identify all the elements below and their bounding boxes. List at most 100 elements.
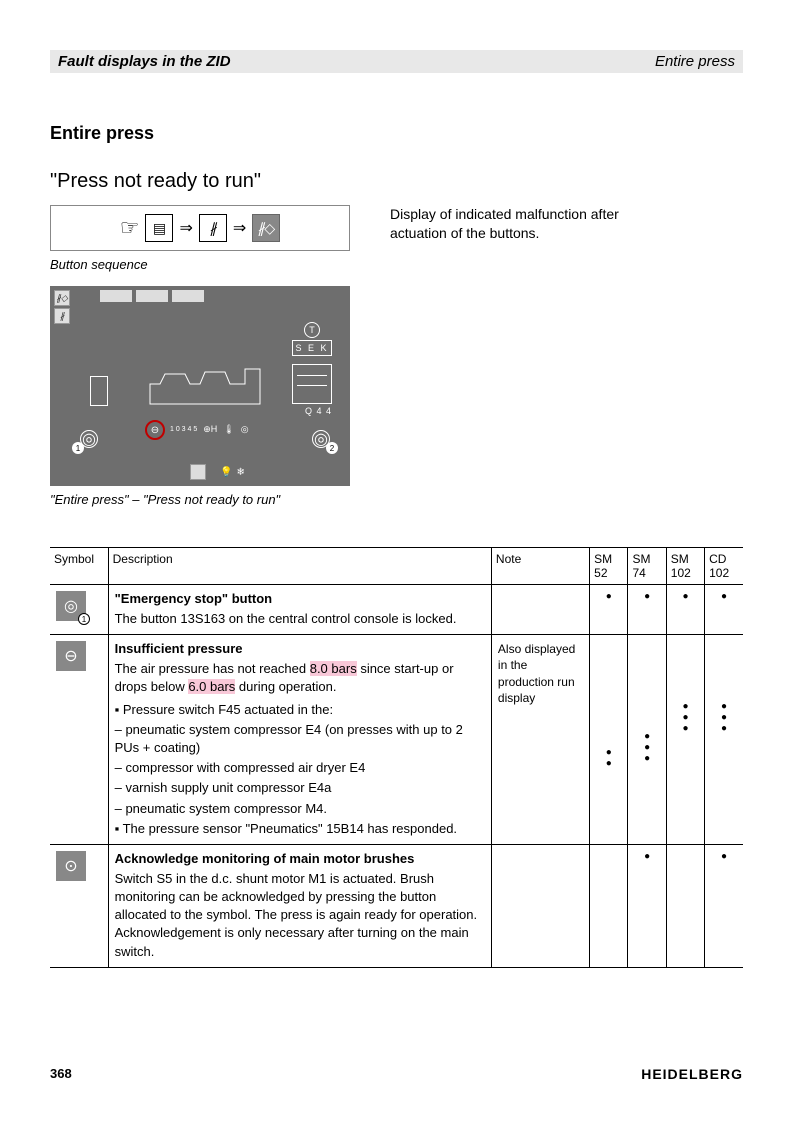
th-sm102: SM 102 xyxy=(666,548,704,585)
table-row: ◎ 1 "Emergency stop" button The button 1… xyxy=(50,585,743,635)
d: ● xyxy=(711,712,737,723)
dot-sm102: ● xyxy=(666,585,704,635)
description-cell: "Emergency stop" button The button 13S16… xyxy=(108,585,491,635)
button-sequence-caption: Button sequence xyxy=(50,257,350,272)
dot-sm102: ● ● ● xyxy=(666,635,704,845)
corner-btn-1-icon: ∦◇ xyxy=(54,290,70,306)
ss-tab xyxy=(136,290,168,302)
desc-text: during operation. xyxy=(235,679,336,694)
corner-btn-2-icon: ∦ xyxy=(54,308,70,324)
pressure-icon: ⊖ xyxy=(56,641,86,671)
desc-text: The air pressure has not reached xyxy=(115,661,310,676)
screen-button-icon: ▤ xyxy=(145,214,173,242)
th-sm52: SM 52 xyxy=(590,548,628,585)
d: ● xyxy=(634,742,659,753)
ss-corner-buttons: ∦◇ ∦ xyxy=(54,290,70,324)
press-outline-icon xyxy=(145,364,265,406)
highlight-2: 6.0 bars xyxy=(188,679,235,694)
header-bar: Fault displays in the ZID Entire press xyxy=(50,50,743,73)
q44-label: Q 4 4 xyxy=(305,406,332,416)
section-title: Entire press xyxy=(50,123,743,144)
zid-screenshot: ∦◇ ∦ T S E K Q 4 4 ⊖ 1 0 3 4 5 ⊕H 🌡 ◎ ◎ … xyxy=(50,286,350,486)
ss-tabs xyxy=(100,290,204,302)
symbol-cell: ◎ 1 xyxy=(50,585,108,635)
hand-pointer-icon: ☞ xyxy=(120,215,140,241)
table-header-row: Symbol Description Note SM 52 SM 74 SM 1… xyxy=(50,548,743,585)
gauge-icon: ◎ xyxy=(241,424,249,435)
d: ● xyxy=(634,753,659,764)
th-description: Description xyxy=(108,548,491,585)
bottom-btn-icon xyxy=(190,464,206,480)
page-number: 368 xyxy=(50,1066,72,1082)
brand-logo: HEIDELBERG xyxy=(641,1066,743,1082)
bullet-item: The pressure sensor "Pneumatics" 15B14 h… xyxy=(115,820,485,838)
slash-button-icon: ∦ xyxy=(199,214,227,242)
dot-sm52 xyxy=(590,844,628,967)
th-cd102: CD 102 xyxy=(705,548,743,585)
arrow-icon: ⇒ xyxy=(179,218,192,238)
d: ● xyxy=(673,712,698,723)
desc-title: Acknowledge monitoring of main motor bru… xyxy=(115,851,485,866)
d: ● xyxy=(596,747,621,758)
desc-body: The button 13S163 on the central control… xyxy=(115,610,485,628)
table-row: ⊖ Insufficient pressure The air pressure… xyxy=(50,635,743,845)
bullet-item: compressor with compressed air dryer E4 xyxy=(115,759,485,777)
dot-sm102 xyxy=(666,844,704,967)
d: ● xyxy=(596,758,621,769)
symbol-cell: ⊙ xyxy=(50,844,108,967)
desc-title: Insufficient pressure xyxy=(115,641,485,656)
button-sequence-col: ☞ ▤ ⇒ ∦ ⇒ ∦◇ Button sequence xyxy=(50,205,350,272)
digits: 1 0 3 4 5 xyxy=(170,426,197,433)
emergency-stop-icon: ◎ 1 xyxy=(56,591,86,621)
ss-tab xyxy=(172,290,204,302)
button-sequence-box: ☞ ▤ ⇒ ∦ ⇒ ∦◇ xyxy=(50,205,350,251)
dot-sm52: ● ● xyxy=(590,635,628,845)
header-right: Entire press xyxy=(655,53,735,70)
highlight-1: 8.0 bars xyxy=(310,661,357,676)
snowflake-icon: ❄ xyxy=(236,467,244,478)
header-left: Fault displays in the ZID xyxy=(58,53,231,70)
slash-button-dark-icon: ∦◇ xyxy=(252,214,280,242)
stack-icon xyxy=(292,364,332,404)
dot-sm74: ● xyxy=(628,585,666,635)
dot-sm52: ● xyxy=(590,585,628,635)
desc-body: Switch S5 in the d.c. shunt motor M1 is … xyxy=(115,870,485,961)
h-icon: ⊕H xyxy=(203,424,217,435)
t-circle-icon: T xyxy=(304,322,320,338)
bullet-item: pneumatic system compressor M4. xyxy=(115,800,485,818)
d: ● xyxy=(634,731,659,742)
symbol-cell: ⊖ xyxy=(50,635,108,845)
th-note: Note xyxy=(491,548,589,585)
note-cell xyxy=(491,585,589,635)
footer: 368 HEIDELBERG xyxy=(50,1066,743,1082)
d: ● xyxy=(673,723,698,734)
bullet-item: varnish supply unit compressor E4a xyxy=(115,779,485,797)
dot-sm74: ● ● ● xyxy=(628,635,666,845)
note-cell: Also displayed in the production run dis… xyxy=(491,635,589,845)
motor-brush-icon: ⊙ xyxy=(56,851,86,881)
highlighted-fault-icon: ⊖ xyxy=(145,420,165,440)
symbol-badge: 1 xyxy=(78,613,90,625)
table-row: ⊙ Acknowledge monitoring of main motor b… xyxy=(50,844,743,967)
desc-body: The air pressure has not reached 8.0 bar… xyxy=(115,660,485,838)
temp-icon: 🌡 xyxy=(223,424,234,435)
button-sequence-description: Display of indicated malfunction after a… xyxy=(390,205,660,243)
d: ● xyxy=(673,701,698,712)
bullet-item: Pressure switch F45 actuated in the: xyxy=(115,701,485,719)
desc-title: "Emergency stop" button xyxy=(115,591,485,606)
marker-2-label: 2 xyxy=(326,442,338,454)
dot-cd102: ● xyxy=(705,585,743,635)
note-cell xyxy=(491,844,589,967)
bullet-item: pneumatic system compressor E4 (on press… xyxy=(115,721,485,757)
ss-tab xyxy=(100,290,132,302)
status-row-icons: 1 0 3 4 5 ⊕H 🌡 ◎ xyxy=(170,424,249,435)
dot-cd102: ● ● ● xyxy=(705,635,743,845)
th-sm74: SM 74 xyxy=(628,548,666,585)
cabinet-icon xyxy=(90,376,108,406)
bottom-icons: 💡 ❄ xyxy=(220,467,245,478)
lamp-icon: 💡 xyxy=(220,467,232,478)
th-symbol: Symbol xyxy=(50,548,108,585)
description-cell: Acknowledge monitoring of main motor bru… xyxy=(108,844,491,967)
screenshot-caption: "Entire press" – "Press not ready to run… xyxy=(50,492,743,507)
fault-table: Symbol Description Note SM 52 SM 74 SM 1… xyxy=(50,547,743,968)
